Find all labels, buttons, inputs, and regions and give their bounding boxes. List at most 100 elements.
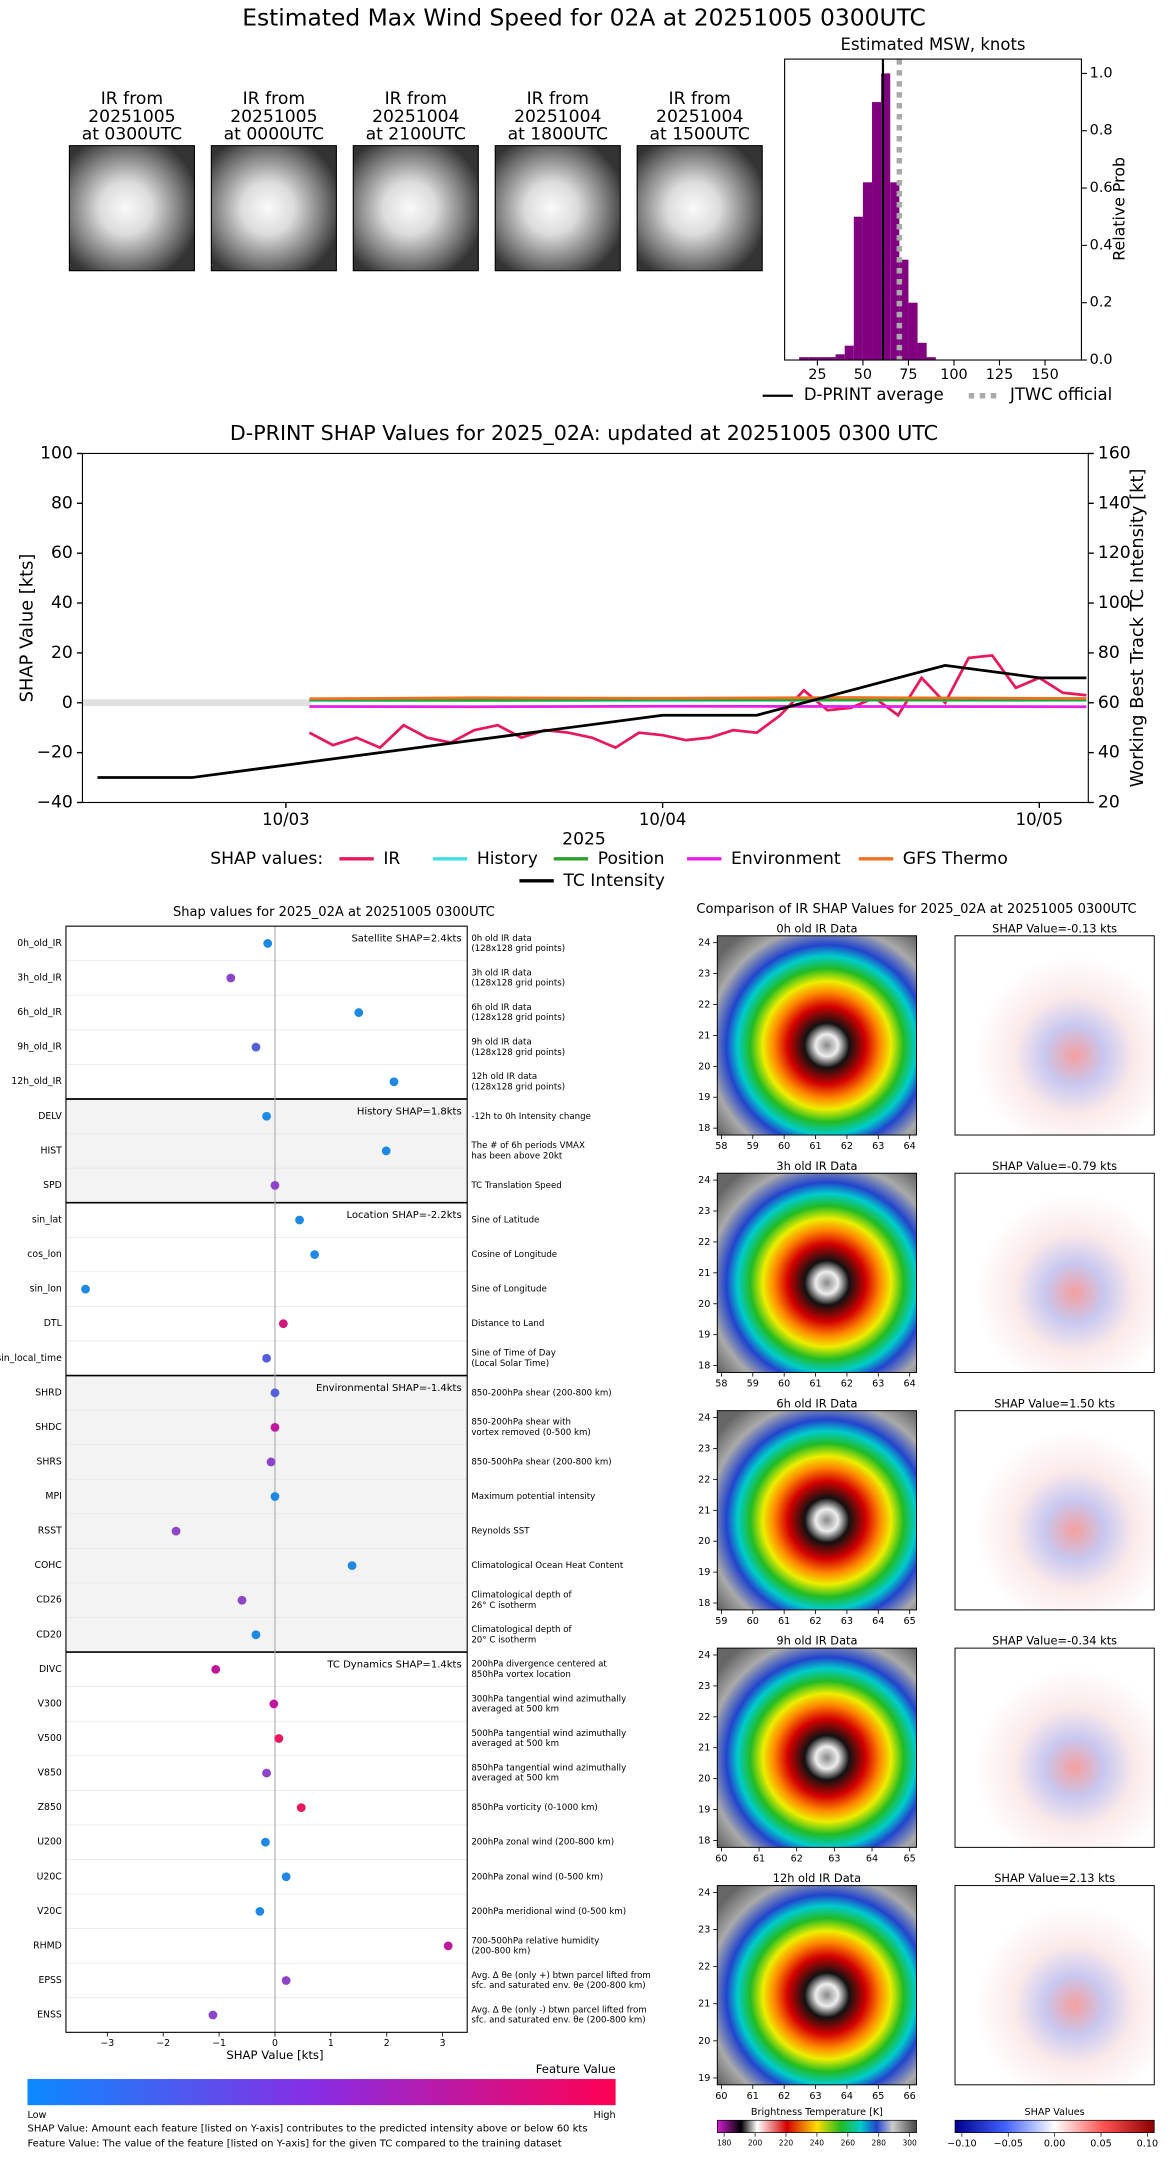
dot [296,1803,306,1813]
y-tick-label: 18 [698,1361,710,1372]
plot-frame [65,925,468,2033]
chart-title: Shap values for 2025_02A at 20251005 030… [173,905,495,920]
comparison-title: Comparison of IR SHAP Values for 2025_02… [696,902,1136,917]
x-tick-label: 61 [778,1616,790,1627]
x-tick-label: 58 [715,1141,727,1152]
feature-description: averaged at 500 km [471,1739,559,1749]
feature-description: Reynolds SST [471,1527,530,1537]
feature-name: cos_lon [27,1249,62,1260]
bar [890,182,900,361]
feature-name: 3h_old_IR [17,973,62,984]
bar [899,259,909,361]
series-line [308,653,1087,750]
feature-name: DIVC [39,1664,62,1675]
dot [281,1976,291,1985]
x-tick-label: 63 [828,1853,840,1864]
x-tick-label: 61 [809,1378,821,1389]
y-tick-label: 23 [698,1925,710,1936]
dot [354,1008,364,1017]
dot [171,1526,181,1536]
x-tick-label: −2 [156,2038,170,2049]
y2-axis-label: Working Best Track TC Intensity [kt] [1127,469,1148,788]
x-axis-label: SHAP Value [kts] [226,2048,323,2062]
dot [274,1734,284,1743]
feature-description: sfc. and saturated env. θe (200-800 km) [471,2016,645,2026]
bar [926,357,936,361]
y-tick-label: 0.2 [1090,295,1113,311]
group-label: History SHAP=1.8kts [357,1106,462,1117]
ir-panel-title: 9h old IR Data [776,1634,857,1648]
dot [270,1422,280,1432]
x-tick-label: 59 [715,1616,727,1627]
feature-description: 200hPa zonal wind (0-500 km) [471,1872,603,1882]
dot [211,1664,221,1674]
dot [226,973,236,983]
y-tick-label: 19 [698,1330,710,1341]
legend-label: D-PRINT average [804,385,944,404]
y-tick-label: 19 [698,1092,710,1103]
y-tick-label: 20 [698,2036,710,2047]
x-tick-label: 62 [778,2091,790,2102]
x-tick-label: −1 [212,2038,226,2049]
x-tick-label: 66 [904,2091,916,2102]
feature-name: Z850 [38,1802,62,1813]
ir-image [716,1885,918,2086]
x-tick-label: 50 [854,367,872,383]
dot [347,1561,357,1571]
feature-description: (128x128 grid points) [471,1048,565,1058]
x-tick-label: 63 [809,2091,821,2102]
x-tick-label: 64 [872,1616,884,1627]
feature-description: Climatological Ocean Heat Content [471,1561,624,1571]
y-tick-label: 21 [698,1505,710,1516]
feature-name: U200 [37,1837,62,1848]
y-tick-label: 19 [698,2073,710,2084]
colorbar [716,2119,917,2133]
thumbnail-caption: at 2100UTC [366,125,466,145]
x-tick-label: 10/05 [1016,810,1063,829]
shap-map [954,1647,1155,1848]
feature-description: 500hPa tangential wind azimuthally [471,1729,626,1739]
series-line [97,663,1087,779]
bar [917,342,927,361]
y-tick-label: 22 [698,1962,710,1973]
feature-name: SHRS [36,1456,61,1467]
feature-name: MPI [45,1491,61,1502]
feature-description: Climatological depth of [471,1591,572,1601]
x-tick-label: 61 [809,1141,821,1152]
chart-title: Estimated MSW, knots [841,35,1026,54]
y-tick-label: 22 [698,999,710,1010]
y-tick-label: 24 [698,1650,710,1661]
feature-description: averaged at 500 km [471,1705,559,1715]
y-axis-label: SHAP Value [kts] [16,554,37,703]
feature-description: 12h old IR data [471,1072,537,1082]
x-tick-label: 125 [986,367,1014,383]
ir-image [716,1410,918,1611]
colorbar-tick-label: 260 [841,2139,856,2148]
dot [251,1042,261,1052]
dot [389,1077,399,1087]
x-tick-label: 65 [904,1853,916,1864]
x-axis-label: 2025 [562,830,606,850]
feature-name: sin_lon [30,1284,62,1295]
colorbar-tick-label: −0.05 [994,2139,1023,2150]
ir-panel-title: 12h old IR Data [773,1871,861,1885]
dot [278,1319,288,1329]
feature-name: sin_local_time [0,1353,62,1364]
y-tick-label: 22 [698,1712,710,1723]
x-tick-label: 25 [808,367,826,383]
x-tick-label: 100 [940,367,968,383]
dot [262,1353,271,1363]
colorbar-low: Low [27,2110,46,2121]
x-tick-label: 65 [904,1616,916,1627]
y-tick-label: 0.4 [1090,237,1113,253]
bar [817,357,827,361]
feature-name: V850 [38,1768,62,1779]
feature-description: has been above 20kt [471,1151,563,1161]
x-tick-label: 64 [841,2091,853,2102]
group-label: Environmental SHAP=-1.4kts [316,1383,462,1394]
series-line [309,698,1087,702]
feature-name: V500 [38,1733,62,1744]
colorbar-tick-label: 0.05 [1090,2139,1111,2150]
feature-description: 9h old IR data [471,1037,531,1047]
y-tick-label: 18 [698,1123,710,1134]
